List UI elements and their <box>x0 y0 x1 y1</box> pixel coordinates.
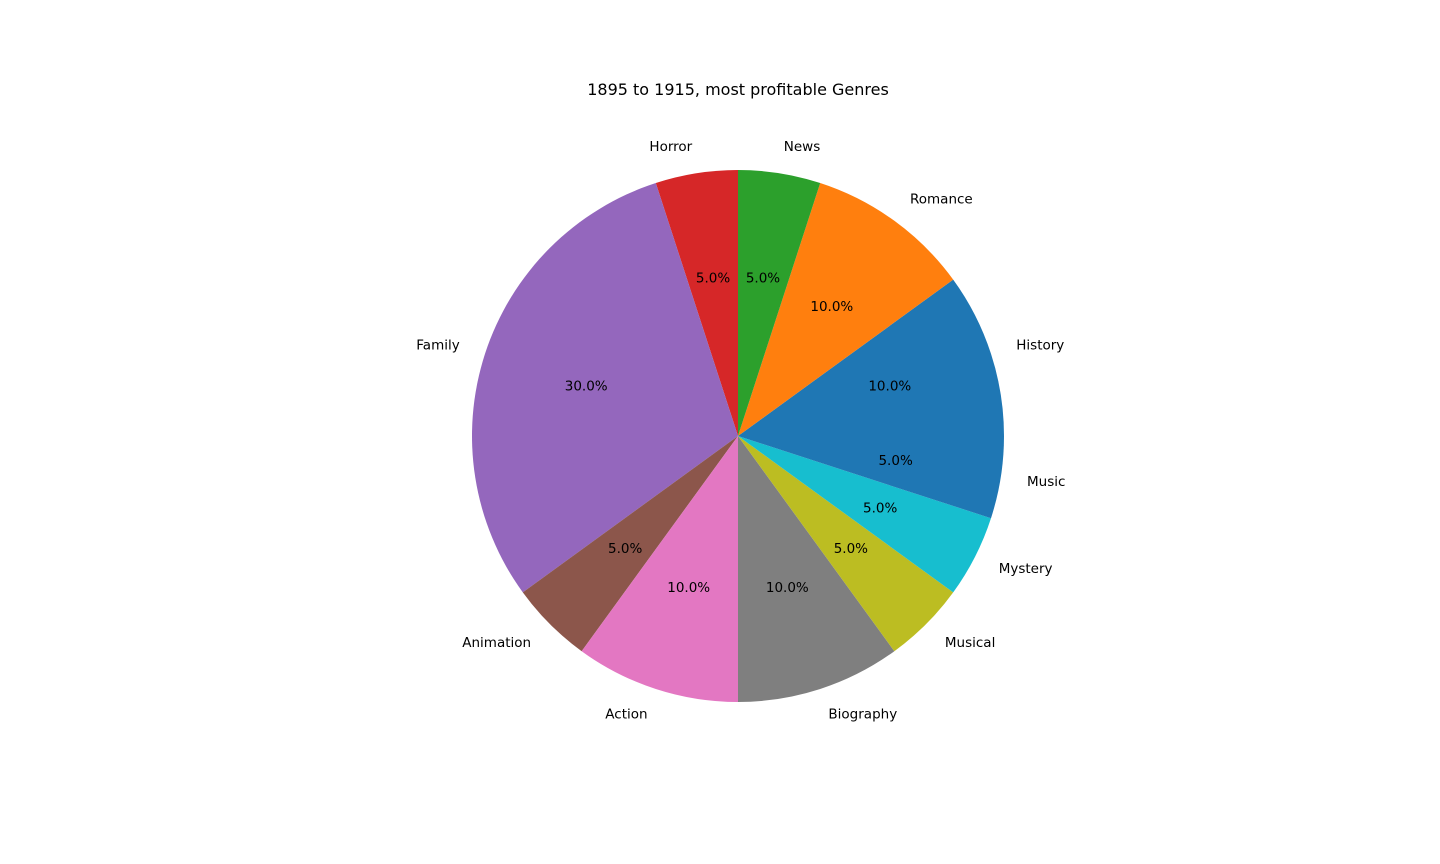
pie-category-label-action: Action <box>605 706 647 722</box>
pie-percentage-labels: 10.0% 10.0% 5.0% 5.0% 30.0% 5.0% 10.0% 10.0% 5.0… <box>565 270 913 595</box>
pie-percent-label-news: 5.0% <box>746 270 780 286</box>
pie-slice-action <box>581 436 738 702</box>
pie-category-label-mystery: Mystery <box>999 561 1053 577</box>
chart-title: 1895 to 1915, most profitable Genres <box>587 80 889 99</box>
pie-slice-music <box>738 436 1004 519</box>
pie-slice-family <box>471 183 738 593</box>
pie-slice-horror <box>655 170 738 436</box>
pie-percent-label-family: 30.0% <box>565 379 608 395</box>
pie-category-label-news: News <box>784 139 820 155</box>
pie-percent-label-mystery: 5.0% <box>863 500 897 516</box>
pie-slice-news <box>738 170 821 436</box>
pie-category-label-musical: Musical <box>945 635 995 651</box>
pie-category-label-family: Family <box>416 338 459 354</box>
pie-slice-history <box>738 279 1004 436</box>
pie-slice-animation <box>522 436 738 652</box>
pie-slice-musical <box>738 436 954 652</box>
pie-category-label-music: Music <box>1027 474 1065 490</box>
pie-percent-label-musical: 5.0% <box>834 541 868 557</box>
pie-percent-label-horror: 5.0% <box>696 270 730 286</box>
pie-category-label-horror: Horror <box>649 139 692 155</box>
pie-category-label-biography: Biography <box>828 706 897 722</box>
pie-slice-biography <box>738 436 895 702</box>
pie-category-label-animation: Animation <box>462 635 531 651</box>
pie-slice-romance <box>738 183 954 436</box>
pie-percent-label-music: 5.0% <box>878 453 912 469</box>
pie-percent-label-action: 10.0% <box>667 580 710 596</box>
pie-category-label-history: History <box>1016 338 1064 354</box>
pie-slice-mystery <box>738 436 991 593</box>
pie-percent-label-romance: 10.0% <box>810 299 853 315</box>
pie-category-label-romance: Romance <box>910 191 973 207</box>
pie-category-labels: History Romance News Horror Family Animation A… <box>416 139 1065 722</box>
pie-slices <box>471 170 1004 702</box>
pie-percent-label-biography: 10.0% <box>766 580 809 596</box>
pie-percent-label-history: 10.0% <box>868 379 911 395</box>
pie-percent-label-animation: 5.0% <box>608 541 642 557</box>
